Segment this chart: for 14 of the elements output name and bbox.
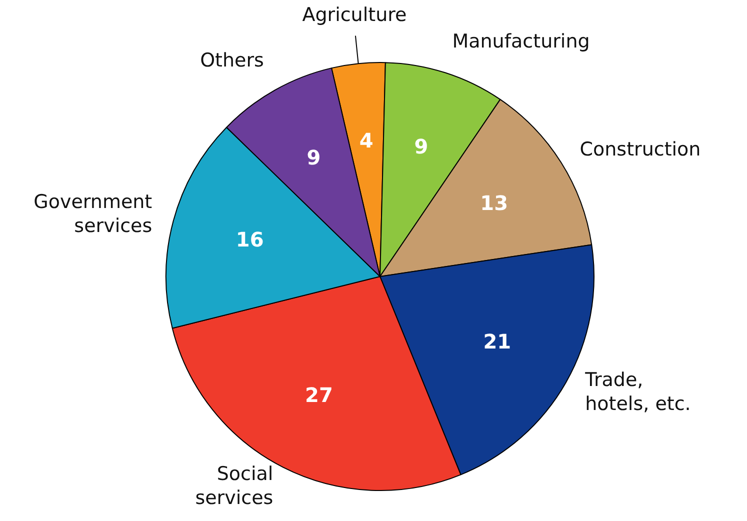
slice-label: Manufacturing xyxy=(452,30,590,52)
data-label: 27 xyxy=(305,382,333,407)
data-label: 9 xyxy=(414,134,428,158)
data-label: 4 xyxy=(359,128,374,153)
slice-label: Trade, hotels, etc. xyxy=(584,369,691,416)
slice-label: Government services xyxy=(34,190,152,237)
data-label: 13 xyxy=(480,190,508,215)
data-label: 9 xyxy=(306,145,321,170)
slice-label: Agriculture xyxy=(302,4,407,26)
slice-label: Social services xyxy=(195,462,274,509)
slice-label: Construction xyxy=(580,138,701,161)
data-label: 21 xyxy=(483,329,512,354)
data-label: 16 xyxy=(236,228,264,252)
slice-label: Others xyxy=(200,49,264,72)
